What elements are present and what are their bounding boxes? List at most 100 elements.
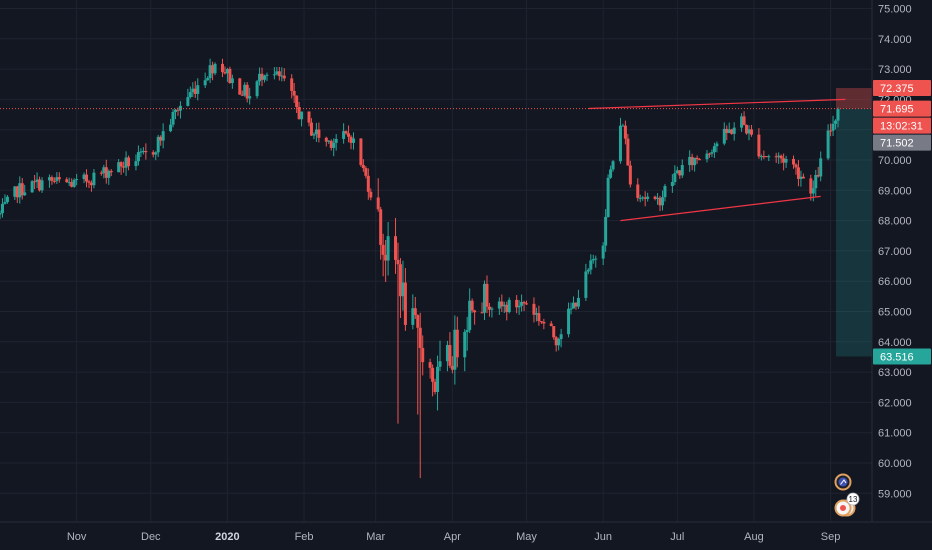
price-badge <box>873 100 931 117</box>
trendline[interactable] <box>620 195 821 222</box>
y-tick-label: 63.000 <box>878 367 912 379</box>
price-axis[interactable] <box>872 0 932 522</box>
candle-body <box>55 177 59 181</box>
candle-body <box>351 138 355 143</box>
flag-icon[interactable] <box>834 473 852 491</box>
candle-body <box>826 130 830 159</box>
candle-body <box>690 156 694 166</box>
candle-body <box>693 157 697 166</box>
y-tick-label: 68.000 <box>878 216 912 228</box>
candle-body <box>675 170 679 174</box>
candle-body <box>730 129 734 134</box>
position-stop-zone[interactable] <box>836 88 872 109</box>
candle-body <box>727 129 731 133</box>
candle-body <box>559 334 563 340</box>
candle-body <box>67 182 71 184</box>
candle-body <box>0 213 2 215</box>
candle-body <box>223 72 227 74</box>
candle-body <box>794 164 798 168</box>
candle-body <box>127 157 131 167</box>
candle-body <box>646 196 650 199</box>
candle-body <box>584 271 588 298</box>
candle-body <box>500 301 504 307</box>
candle-body <box>764 156 768 158</box>
candle-body <box>576 297 580 307</box>
candle-body <box>347 133 351 137</box>
candle-body <box>386 236 390 261</box>
candle-body <box>438 361 442 367</box>
event-count-badge <box>846 492 860 506</box>
candle-body <box>15 186 19 198</box>
y-tick-label: 67.000 <box>878 246 912 258</box>
candle-body <box>468 300 472 331</box>
candle-body <box>366 175 370 192</box>
candle-body <box>418 327 422 349</box>
candle-body <box>448 345 452 366</box>
event-icon[interactable]: 13 <box>834 492 860 517</box>
x-tick-label: 2020 <box>215 531 239 543</box>
candle-body <box>82 174 86 180</box>
trendlines[interactable] <box>588 98 846 222</box>
candle-body <box>161 131 165 141</box>
candle-body <box>455 329 459 358</box>
candle-body <box>102 167 106 174</box>
candle-body <box>554 337 558 346</box>
x-tick-label: Feb <box>295 531 314 543</box>
candle-body <box>445 345 449 362</box>
candle-body <box>263 75 267 80</box>
candle-body <box>401 282 405 297</box>
candle-body <box>745 124 749 134</box>
candle-body <box>611 161 615 170</box>
position-target-zone[interactable] <box>836 108 872 357</box>
candle-body <box>144 151 148 153</box>
candle-body <box>171 111 175 125</box>
candle-body <box>604 216 608 246</box>
candle-body <box>591 259 595 261</box>
candle-body <box>107 170 111 178</box>
candle-body <box>0 203 4 214</box>
candle-body <box>361 164 365 169</box>
candle-body <box>586 269 590 272</box>
candle-body <box>394 236 398 260</box>
candle-body <box>379 209 383 245</box>
candle-body <box>490 308 494 310</box>
candle-body <box>208 65 212 79</box>
candle-body <box>151 152 155 155</box>
candle-body <box>653 196 657 199</box>
y-tick-label: 59.000 <box>878 488 912 500</box>
candle-body <box>537 313 541 322</box>
candle-body <box>436 366 440 392</box>
candle-body <box>275 71 279 75</box>
candle-body <box>762 156 766 158</box>
candle-body <box>344 131 348 134</box>
candle-body <box>248 96 252 99</box>
candle-body <box>295 95 299 108</box>
trendline[interactable] <box>588 98 846 110</box>
candle-body <box>411 308 415 325</box>
price-badge <box>873 117 931 134</box>
candle-body <box>707 153 711 155</box>
candle-body <box>767 156 771 158</box>
y-tick-label: 64.000 <box>878 337 912 349</box>
candle-body <box>307 111 311 123</box>
candle-body <box>3 202 7 204</box>
candle-body <box>641 197 645 199</box>
candle-body <box>225 68 229 74</box>
candle-body <box>816 174 820 177</box>
candle-body <box>398 264 402 297</box>
candle-body <box>571 302 575 309</box>
candle-body <box>30 181 34 193</box>
time-axis[interactable] <box>0 522 932 550</box>
candle-body <box>381 244 385 255</box>
short-position-tool[interactable] <box>836 88 872 357</box>
candle-body <box>196 85 200 94</box>
y-tick-label: 61.000 <box>878 428 912 440</box>
candle-body <box>20 183 24 196</box>
x-tick-label: Jul <box>670 531 684 543</box>
price-badge-text: 72.375 <box>880 83 914 95</box>
candle-body <box>40 180 44 191</box>
candle-body <box>705 153 709 160</box>
event-markers[interactable]: 13 <box>834 473 860 517</box>
candle-body <box>191 88 195 93</box>
